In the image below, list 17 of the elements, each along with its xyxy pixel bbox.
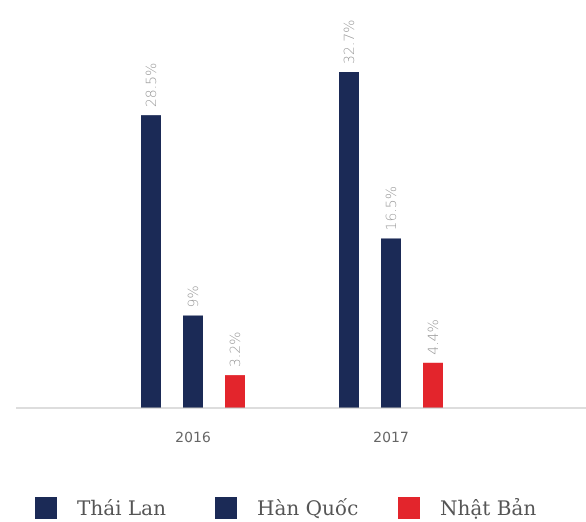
bar bbox=[423, 362, 443, 408]
data-label: 16.5% bbox=[384, 186, 400, 230]
bar bbox=[381, 238, 401, 408]
data-label: 28.5% bbox=[144, 62, 160, 108]
legend-label: Nhật Bản bbox=[440, 496, 536, 520]
x-tick-label: 2016 bbox=[175, 430, 211, 446]
bar bbox=[141, 115, 161, 408]
data-label: 32.7% bbox=[342, 20, 358, 64]
bar bbox=[339, 72, 359, 408]
data-label: 4.4% bbox=[426, 319, 442, 355]
bar bbox=[183, 316, 203, 408]
x-tick-label: 2017 bbox=[373, 430, 409, 446]
data-label: 9% bbox=[186, 285, 202, 308]
data-label: 3.2% bbox=[228, 332, 244, 368]
bar bbox=[225, 375, 245, 408]
legend-label: Thái Lan bbox=[77, 496, 166, 520]
legend-label: Hàn Quốc bbox=[257, 496, 358, 520]
